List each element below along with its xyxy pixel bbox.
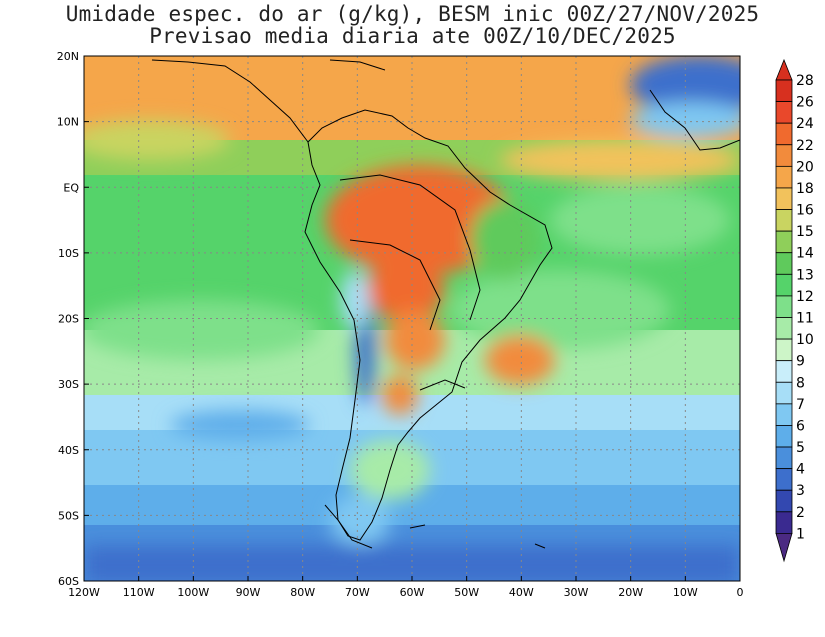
colorbar-label: 6 [796, 418, 805, 434]
colorbar-swatch [775, 165, 793, 189]
colorbar-swatch [775, 403, 793, 426]
colorbar-swatch [775, 468, 793, 491]
colorbar-label: 14 [796, 246, 814, 262]
colorbar-swatch [775, 101, 793, 124]
colorbar-label: 4 [796, 462, 805, 478]
lat-tick-label: 20N [57, 50, 79, 63]
colorbar-label: 24 [796, 116, 814, 132]
lon-tick-label: 70W [345, 586, 370, 599]
colorbar-bottom-arrow [775, 533, 793, 563]
lat-tick-label: 10N [57, 116, 79, 129]
colorbar-label: 16 [796, 203, 814, 219]
lon-tick-label: 120W [68, 586, 100, 599]
colorbar-swatch [775, 317, 793, 340]
colorbar-swatch [775, 489, 793, 513]
colorbar-label: 11 [796, 311, 814, 327]
colorbar-swatch [775, 338, 793, 362]
colorbar-swatch [775, 187, 793, 210]
lat-tick-label: EQ [63, 181, 79, 194]
lon-tick-label: 0 [737, 586, 744, 599]
colorbar-swatch [775, 381, 793, 405]
colorbar-swatch [775, 511, 793, 534]
map-title-line1: Umidade espec. do ar (g/kg), BESM inic 0… [65, 2, 760, 26]
colorbar-top-arrow [775, 58, 793, 81]
colorbar-label: 20 [796, 159, 814, 175]
colorbar-label: 10 [796, 332, 814, 348]
colorbar-label: 3 [796, 483, 805, 499]
colorbar-label: 5 [796, 440, 805, 456]
lon-tick-label: 80W [290, 586, 315, 599]
lon-tick-label: 60W [400, 586, 425, 599]
colorbar-label: 8 [796, 375, 805, 391]
colorbar-label: 28 [796, 73, 814, 89]
colorbar-swatch [775, 295, 793, 318]
colorbar-label: 13 [796, 267, 814, 283]
colorbar-swatch [775, 360, 793, 383]
lat-tick-label: 20S [58, 313, 79, 326]
lon-tick-label: 110W [123, 586, 155, 599]
lon-tick-label: 100W [177, 586, 209, 599]
lon-tick-label: 40W [509, 586, 534, 599]
colorbar-label: 7 [796, 397, 805, 413]
colorbar-swatch [775, 144, 793, 167]
lat-tick-label: 60S [58, 575, 79, 588]
colorbar-label: 2 [796, 505, 805, 521]
colorbar-swatch [775, 230, 793, 254]
lat-tick-label: 30S [58, 378, 79, 391]
coastlines [151, 59, 740, 549]
colorbar-label: 22 [796, 138, 814, 154]
colorbar-swatch [775, 79, 793, 102]
map-grid [84, 56, 740, 581]
lon-tick-label: 20W [618, 586, 643, 599]
colorbar-label: 15 [796, 224, 814, 240]
colorbar-label: 18 [796, 181, 814, 197]
lat-tick-label: 10S [58, 247, 79, 260]
colorbar-swatch [775, 446, 793, 470]
colorbar-label: 26 [796, 95, 814, 111]
lat-tick-label: 50S [58, 509, 79, 522]
colorbar-swatch [775, 209, 793, 232]
colorbar: 28 26 24 22 20 18 16 15 14 13 12 11 10 9 8 7 6 5 4 3 2 1 [775, 58, 814, 563]
colorbar-swatch [775, 122, 793, 146]
colorbar-label: 1 [796, 526, 805, 542]
lon-tick-label: 50W [454, 586, 479, 599]
lon-tick-label: 90W [236, 586, 261, 599]
colorbar-swatch [775, 273, 793, 297]
lon-tick-label: 10W [673, 586, 698, 599]
map-title-line2: Previsao media diaria ate 00Z/10/DEC/202… [149, 24, 676, 48]
lat-tick-label: 40S [58, 444, 79, 457]
colorbar-swatch [775, 252, 793, 275]
colorbar-swatch [775, 425, 793, 448]
longitude-axis: 120W 110W 100W 90W 80W 70W 60W 50W 40W 30W 20W 10W 0 [68, 576, 744, 599]
lon-tick-label: 30W [564, 586, 589, 599]
latitude-axis: 20N 10N EQ 10S 20S 30S 40S 50S 60S [57, 50, 89, 588]
colorbar-label: 12 [796, 289, 814, 305]
colorbar-label: 9 [796, 354, 805, 370]
